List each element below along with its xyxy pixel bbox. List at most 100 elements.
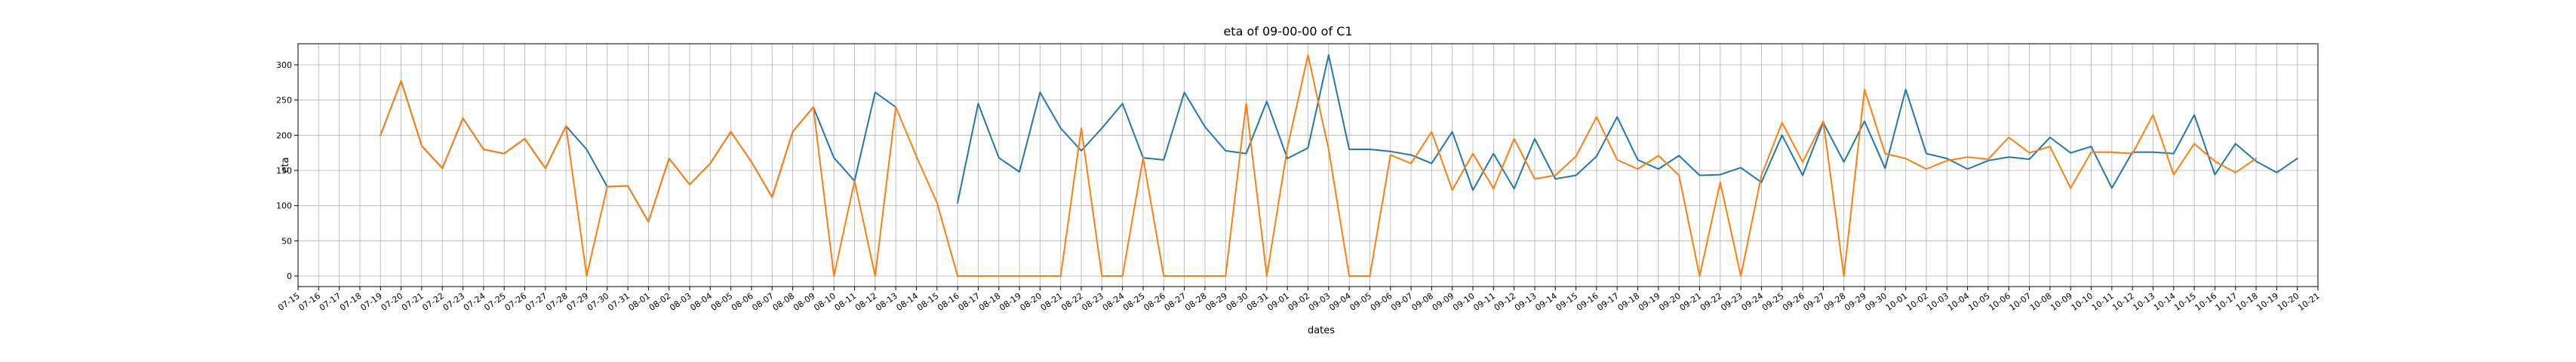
x-tick-label: 10-08: [2028, 291, 2054, 313]
x-tick-label: 08-23: [1080, 291, 1105, 313]
x-tick-label: 09-27: [1801, 291, 1827, 313]
series-line-series-2: [379, 54, 2258, 277]
y-tick-label: 0: [287, 272, 292, 281]
x-tick-label: 09-09: [1431, 291, 1456, 313]
x-tick-label: 08-24: [1101, 291, 1127, 313]
x-tick-label: 09-04: [1327, 291, 1353, 313]
x-tick-label: 10-20: [2276, 291, 2301, 313]
y-tick-label: 250: [276, 96, 292, 106]
x-tick-label: 10-01: [1884, 291, 1910, 313]
x-tick-label: 08-09: [792, 291, 817, 313]
x-tick-label: 07-16: [297, 291, 322, 313]
x-tick-label: 08-29: [1203, 291, 1229, 313]
x-tick-label: 07-20: [380, 291, 405, 313]
x-tick-label: 08-28: [1183, 291, 1209, 313]
x-tick-label: 08-10: [812, 291, 838, 313]
x-tick-label: 10-06: [1987, 291, 2012, 313]
x-tick-label: 07-27: [524, 291, 549, 313]
x-tick-label: 09-25: [1760, 291, 1786, 313]
x-tick-label: 09-30: [1863, 291, 1889, 313]
x-tick-label: 09-22: [1698, 291, 1724, 313]
x-tick-label: 09-29: [1843, 291, 1868, 313]
x-tick-label: 10-07: [2008, 291, 2033, 313]
x-tick-label: 08-21: [1039, 291, 1065, 313]
x-tick-label: 10-02: [1904, 291, 1930, 313]
x-tick-label: 08-07: [750, 291, 776, 313]
x-tick-label: 09-26: [1781, 291, 1806, 313]
x-tick-label: 09-05: [1348, 291, 1374, 313]
x-tick-label: 09-23: [1719, 291, 1744, 313]
x-tick-label: 09-14: [1533, 291, 1559, 313]
x-tick-label: 07-17: [318, 291, 343, 313]
x-tick-label: 10-19: [2255, 291, 2280, 313]
x-tick-label: 09-17: [1595, 291, 1621, 313]
x-tick-label: 08-14: [895, 291, 921, 313]
x-tick-label: 08-16: [936, 291, 961, 313]
x-tick-label: 09-19: [1637, 291, 1662, 313]
series-lines: [379, 54, 2299, 277]
x-tick-label: 09-06: [1369, 291, 1394, 313]
x-tick-label: 10-12: [2110, 291, 2136, 313]
y-tick-label: 150: [276, 166, 292, 176]
x-tick-label: 07-26: [503, 291, 529, 313]
x-tick-label: 09-15: [1554, 291, 1580, 313]
x-tick-label: 08-26: [1142, 291, 1167, 313]
x-tick-label: 09-11: [1471, 291, 1497, 313]
x-tick-label: 08-17: [957, 291, 982, 313]
x-tick-label: 07-18: [338, 291, 364, 313]
y-tick-label: 100: [276, 201, 292, 211]
x-tick-label: 09-01: [1265, 291, 1291, 313]
x-tick-label: 09-24: [1740, 291, 1766, 313]
x-tick-label: 10-11: [2090, 291, 2116, 313]
y-tick-label: 300: [276, 60, 292, 70]
x-tick-label: 09-08: [1409, 291, 1435, 313]
x-tick-label: 08-19: [998, 291, 1023, 313]
x-tick-label: 09-21: [1678, 291, 1704, 313]
x-tick-label: 09-28: [1822, 291, 1848, 313]
x-tick-label: 10-10: [2070, 291, 2095, 313]
x-tick-label: 07-23: [441, 291, 467, 313]
x-tick-label: 08-04: [688, 291, 714, 313]
x-tick-label: 08-03: [668, 291, 693, 313]
x-tick-label: 09-03: [1307, 291, 1333, 313]
x-tick-label: 09-10: [1451, 291, 1477, 313]
x-tick-label: 09-12: [1492, 291, 1518, 313]
x-tick-label: 09-07: [1389, 291, 1415, 313]
x-tick-label: 07-24: [462, 291, 487, 313]
x-tick-label: 08-13: [874, 291, 899, 313]
x-tick-label: 08-12: [853, 291, 879, 313]
x-tick-label: 07-29: [565, 291, 591, 313]
x-tick-label: 08-15: [915, 291, 941, 313]
x-tick-label: 08-27: [1163, 291, 1188, 313]
x-tick-label: 07-21: [400, 291, 426, 313]
x-tick-label: 10-13: [2132, 291, 2157, 313]
x-tick-label: 10-16: [2193, 291, 2218, 313]
y-tick-label: 50: [281, 236, 292, 246]
x-tick-label: 10-21: [2296, 291, 2322, 313]
x-tick-label: 08-02: [647, 291, 673, 313]
x-axis: 07-1507-1607-1707-1807-1907-2007-2107-22…: [276, 287, 2322, 313]
x-tick-label: 09-13: [1513, 291, 1539, 313]
x-axis-label: dates: [1308, 325, 1335, 336]
x-tick-label: 08-25: [1121, 291, 1147, 313]
x-tick-label: 10-17: [2214, 291, 2239, 313]
x-tick-label: 08-31: [1245, 291, 1271, 313]
x-tick-label: 07-25: [482, 291, 508, 313]
x-tick-label: 07-15: [276, 291, 302, 313]
x-tick-label: 10-03: [1925, 291, 1950, 313]
y-tick-label: 200: [276, 130, 292, 140]
x-tick-label: 08-06: [730, 291, 755, 313]
grid-lines: [297, 44, 2319, 287]
x-tick-label: 10-15: [2172, 291, 2198, 313]
x-tick-label: 08-30: [1225, 291, 1250, 313]
x-tick-label: 07-30: [586, 291, 611, 313]
x-tick-label: 07-31: [606, 291, 632, 313]
x-tick-label: 10-14: [2152, 291, 2178, 313]
x-tick-label: 10-04: [1946, 291, 1972, 313]
x-tick-label: 09-16: [1575, 291, 1600, 313]
chart-title: eta of 09-00-00 of C1: [1223, 24, 1352, 38]
x-tick-label: 10-05: [1966, 291, 1992, 313]
x-tick-label: 08-08: [771, 291, 797, 313]
x-tick-label: 08-01: [626, 291, 652, 313]
